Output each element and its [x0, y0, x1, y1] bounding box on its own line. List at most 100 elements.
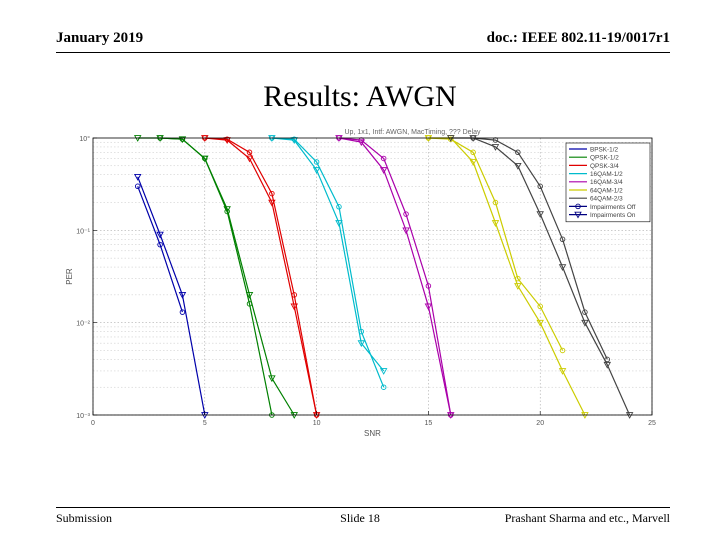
legend-item: 64QAM-1/2: [569, 187, 623, 194]
footer-slide-number: Slide 18: [340, 511, 380, 525]
legend-label: 16QAM-3/4: [590, 179, 623, 186]
data-point: [558, 264, 567, 272]
x-tick-label: 25: [648, 420, 656, 427]
series-bpsk-1-2-impairments-off: [134, 183, 186, 315]
data-point: [469, 159, 477, 166]
legend-label: 64QAM-2/3: [590, 196, 623, 203]
header-doc-id: doc.: IEEE 802.11-19/0017r1: [486, 30, 670, 46]
series-line: [338, 137, 452, 416]
footer-rule: [56, 507, 670, 508]
plot-frame: [92, 137, 653, 416]
series-line: [450, 137, 631, 416]
series-line: [271, 137, 385, 372]
data-point: [558, 368, 567, 375]
data-point: [582, 309, 588, 315]
legend-marker: [574, 211, 582, 219]
data-point: [290, 303, 299, 311]
legend-label: QPSK-1/2: [590, 155, 619, 162]
data-point: [514, 283, 522, 290]
legend-item: QPSK-1/2: [569, 155, 619, 162]
series-layer: [133, 135, 634, 419]
data-point: [178, 292, 187, 299]
grid-layer: [92, 138, 653, 416]
legend-label: QPSK-3/4: [590, 163, 619, 170]
legend-item: 16QAM-3/4: [569, 179, 623, 186]
data-point: [179, 309, 186, 315]
x-tick-label: 0: [91, 420, 95, 427]
data-point: [335, 220, 343, 227]
series-qpsk-3-4-impairments-on: [201, 135, 321, 419]
legend-label: BPSK-1/2: [590, 146, 619, 153]
series-line: [137, 176, 206, 416]
legend-item: Impairments On: [569, 211, 636, 219]
series-bpsk-1-2-impairments-on: [133, 173, 209, 419]
series-line: [137, 186, 183, 313]
legend-item: 16QAM-1/2: [569, 171, 623, 178]
series-line: [160, 137, 273, 416]
legend-item: Impairments Off: [569, 203, 636, 211]
data-point: [537, 183, 543, 190]
data-point: [403, 211, 409, 217]
data-point: [157, 241, 163, 248]
x-tick-label: 15: [425, 420, 433, 427]
series-line: [204, 137, 318, 416]
header-rule: [56, 52, 670, 53]
series-16qam-3-4-impairments-off: [336, 135, 454, 418]
header-date: January 2019: [56, 30, 144, 46]
data-point: [581, 319, 589, 327]
data-point: [313, 159, 320, 165]
x-tick-label: 5: [203, 420, 207, 427]
legend-label: Impairments On: [590, 212, 636, 219]
legend-label: Impairments Off: [590, 204, 636, 211]
series-16qam-1-2-impairments-on: [268, 135, 388, 375]
legend-label: 64QAM-1/2: [590, 187, 623, 194]
series-line: [137, 137, 295, 416]
series-line: [473, 137, 608, 360]
data-point: [536, 211, 544, 219]
data-point: [491, 144, 500, 151]
data-point: [380, 155, 387, 162]
series-line: [428, 137, 564, 351]
data-point: [424, 303, 433, 311]
x-axis-label: SNR: [364, 429, 381, 438]
data-point: [491, 220, 500, 227]
data-point: [425, 283, 432, 289]
data-point: [380, 384, 387, 390]
series-line: [338, 137, 452, 416]
data-point: [133, 173, 142, 181]
data-point: [536, 319, 544, 327]
data-point: [537, 303, 543, 310]
series-qpsk-1-2-impairments-on: [133, 135, 299, 419]
data-point: [201, 155, 209, 163]
y-tick-label: 10⁻¹: [76, 228, 90, 235]
data-point: [357, 340, 366, 348]
data-point: [245, 155, 254, 163]
chart-legend: BPSK-1/2 QPSK-1/2QPSK-3/416QAM-1/216QAM-3…: [565, 142, 651, 223]
data-point: [492, 199, 499, 206]
y-tick-label: 10⁻³: [76, 413, 90, 420]
data-point: [402, 227, 410, 235]
data-point: [268, 199, 276, 207]
x-tick-label: 10: [313, 420, 321, 427]
series-line: [271, 137, 385, 388]
data-point: [559, 236, 566, 243]
data-point: [559, 347, 566, 354]
series-qpsk-3-4-impairments-off: [202, 135, 320, 418]
data-point: [603, 361, 612, 369]
footer-submission: Submission: [56, 511, 113, 525]
chart-title: Up, 1x1, Intf: AWGN, MacTiming, ??? Dela…: [344, 129, 481, 136]
series-16qam-3-4-impairments-on: [335, 135, 455, 419]
data-point: [379, 167, 388, 174]
series-64qam-1-2-impairments-on: [424, 135, 589, 419]
series-line: [204, 137, 318, 416]
y-axis-label: PER: [65, 268, 74, 285]
data-point: [223, 206, 231, 213]
legend-marker: [575, 203, 581, 210]
data-point: [312, 167, 321, 174]
data-point: [134, 183, 141, 190]
series-64qam-2-3-impairments-on: [446, 135, 634, 419]
footer-authors: Prashant Sharma and etc., Marvell: [504, 511, 670, 525]
legend-item: QPSK-3/4: [569, 163, 619, 170]
series-line: [428, 137, 586, 416]
data-point: [269, 190, 275, 197]
